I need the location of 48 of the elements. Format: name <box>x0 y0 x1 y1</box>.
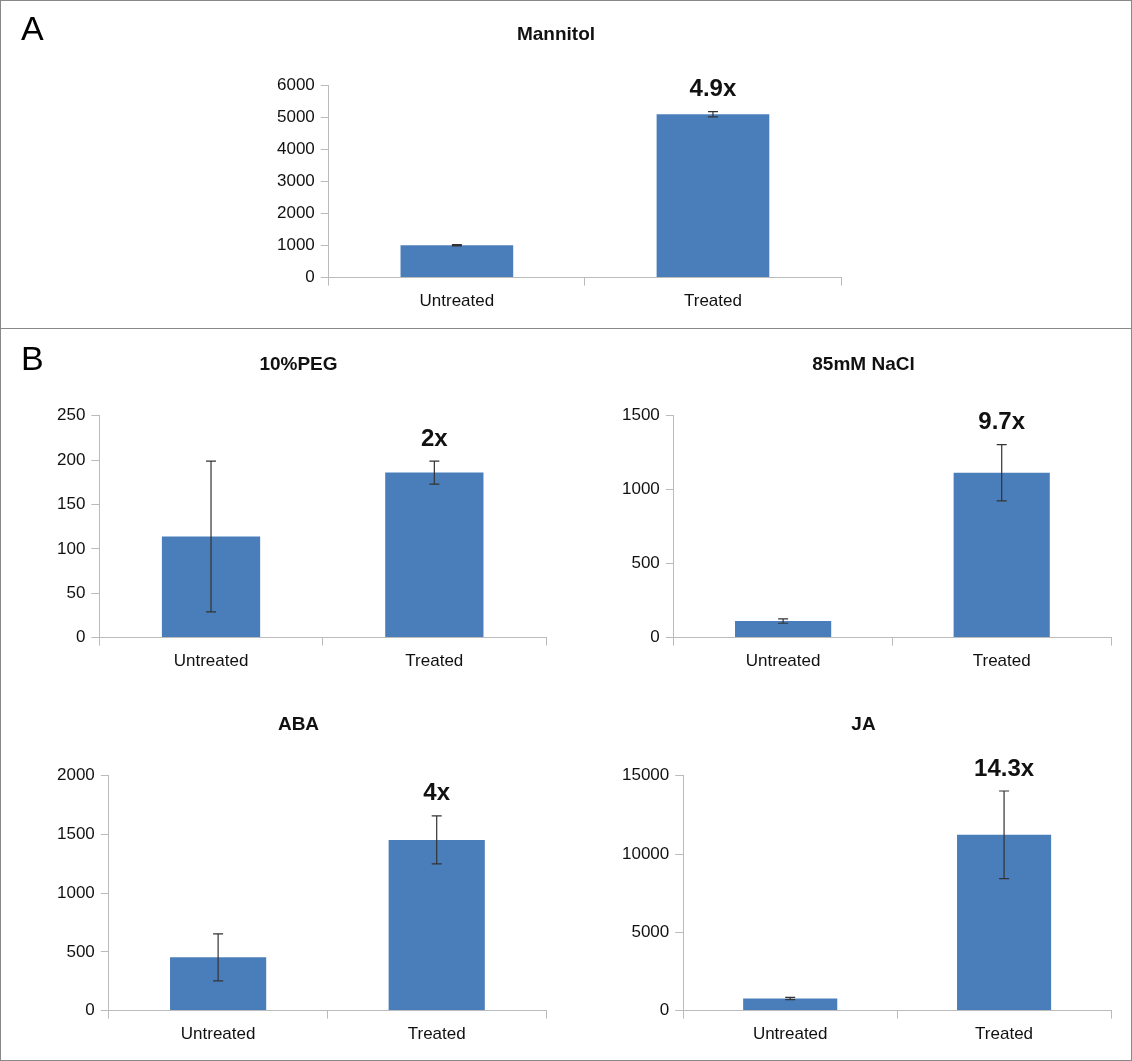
y-tick-label: 10000 <box>621 843 670 863</box>
y-tick-label: 500 <box>631 553 660 573</box>
y-tick-label: 50 <box>66 582 86 602</box>
chart-title: JA <box>851 712 876 734</box>
y-tick-label: 5000 <box>631 922 670 942</box>
y-tick-label: 100 <box>56 538 86 558</box>
y-tick-label: 0 <box>85 1000 95 1020</box>
y-tick-label: 15000 <box>621 765 670 785</box>
y-tick-label: 250 <box>56 405 86 425</box>
y-tick-label: 1500 <box>56 824 95 844</box>
text: A <box>21 9 44 48</box>
y-tick-label: 6000 <box>276 75 315 95</box>
y-tick-label: 1000 <box>276 235 315 255</box>
x-tick-label: Treated <box>975 1024 1034 1044</box>
y-tick-label: 200 <box>56 449 86 469</box>
annotation: 2x <box>420 423 449 451</box>
y-tick-label: 500 <box>66 941 95 961</box>
x-tick-label: Untreated <box>745 651 821 671</box>
y-tick-label: 5000 <box>276 107 315 127</box>
y-tick-label: 2000 <box>276 203 315 223</box>
y-tick-label: 1500 <box>621 405 660 425</box>
x-tick-label: Treated <box>683 291 742 311</box>
annotation: 9.7x <box>978 407 1026 435</box>
y-tick-label: 0 <box>659 1000 670 1020</box>
chart-title: ABA <box>277 712 320 734</box>
annotation: 14.3x <box>974 753 1035 781</box>
y-tick-label: 4000 <box>276 139 315 159</box>
x-tick-label: Treated <box>405 651 464 671</box>
chart-title: 10%PEG <box>259 352 338 374</box>
x-tick-label: Treated <box>407 1024 466 1044</box>
y-tick-label: 3000 <box>276 171 315 191</box>
y-tick-label: 0 <box>75 627 86 647</box>
x-tick-label: Untreated <box>180 1024 256 1044</box>
y-tick-label: 0 <box>650 627 660 647</box>
text: B <box>21 339 44 378</box>
chart-title: 85mM NaCl <box>812 352 915 374</box>
y-tick-label: 2000 <box>56 765 95 785</box>
annotation: 4.9x <box>689 74 737 102</box>
chart-title: Mannitol <box>516 22 596 44</box>
x-tick-label: Untreated <box>419 291 495 311</box>
y-tick-label: 0 <box>305 267 315 287</box>
y-tick-label: 1000 <box>56 882 95 902</box>
x-tick-label: Untreated <box>752 1024 828 1044</box>
y-tick-label: 1000 <box>621 479 660 499</box>
x-tick-label: Untreated <box>173 651 249 671</box>
x-tick-label: Treated <box>972 651 1031 671</box>
y-tick-label: 150 <box>56 494 86 514</box>
annotation: 4x <box>423 778 451 806</box>
